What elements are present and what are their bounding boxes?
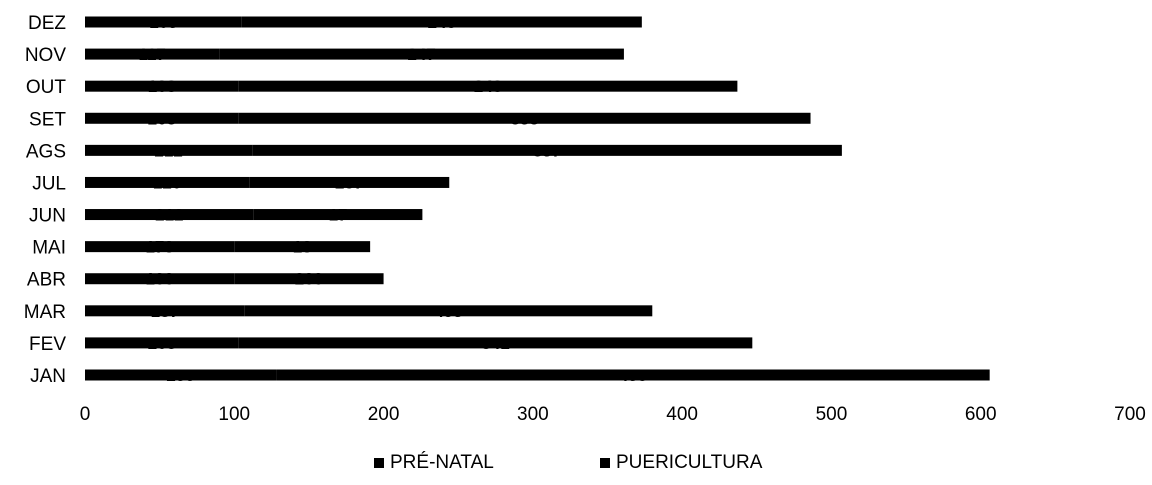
data-label-puericultura-jul: 237 [335, 173, 363, 192]
bar-puericultura-jun [253, 209, 423, 221]
bar-pr-natal-set [85, 112, 239, 124]
bar-puericultura-set [238, 112, 811, 124]
bar-pr-natal-abr [85, 273, 235, 285]
bar-puericultura-nov [219, 48, 624, 60]
x-tick-label-300: 300 [517, 404, 549, 425]
bar-puericultura-out [238, 80, 738, 92]
data-label-pr-natal-abr: 100 [145, 270, 173, 289]
legend-label-puericultura: PUERICULTURA [616, 452, 763, 473]
category-label-mai: MAI [32, 238, 66, 259]
bar-pr-natal-jul [85, 176, 250, 188]
legend: PRÉ-NATAL PUERICULTURA [374, 452, 763, 473]
data-label-puericultura-mai: 18 [293, 238, 312, 257]
bar-puericultura-ags [252, 144, 842, 156]
bar-puericultura-jul [249, 176, 450, 188]
bar-pr-natal-jan [85, 369, 277, 381]
x-tick-label-100: 100 [218, 404, 250, 425]
data-label-pr-natal-mai: 173 [145, 238, 173, 257]
bar-pr-natal-jun [85, 209, 254, 221]
data-label-puericultura-set: 353 [510, 109, 538, 128]
legend-swatch-puericultura [600, 458, 610, 468]
x-tick-label-200: 200 [368, 404, 400, 425]
bar-puericultura-abr [234, 273, 384, 285]
bar-pr-natal-mai [85, 241, 235, 253]
category-label-nov: NOV [25, 45, 67, 66]
bar-pr-natal-mar [85, 305, 245, 317]
bar-puericultura-jan [276, 369, 990, 381]
data-label-pr-natal-dez: 105 [149, 13, 177, 32]
bar-puericultura-mai [234, 241, 371, 253]
category-label-mar: MAR [24, 302, 66, 323]
category-label-jul: JUL [32, 173, 66, 194]
data-label-pr-natal-jul: 120 [153, 173, 181, 192]
data-label-pr-natal-fev: 203 [148, 334, 176, 353]
data-label-puericultura-abr: 200 [295, 270, 323, 289]
legend-label-pre-natal: PRÉ-NATAL [390, 452, 494, 473]
category-label-jun: JUN [29, 206, 66, 227]
data-label-pr-natal-jun: 212 [155, 206, 183, 225]
data-label-pr-natal-set: 203 [148, 109, 176, 128]
category-label-out: OUT [26, 77, 67, 98]
legend-swatch-pre-natal [374, 458, 384, 468]
category-label-ags: AGS [26, 141, 66, 162]
data-label-puericultura-out: 243 [474, 77, 502, 96]
x-tick-label-600: 600 [965, 404, 997, 425]
bar-pr-natal-out [85, 80, 239, 92]
data-label-pr-natal-mar: 137 [151, 302, 179, 321]
category-label-jan: JAN [30, 366, 66, 387]
x-tick-label-500: 500 [816, 404, 848, 425]
category-label-abr: ABR [27, 270, 66, 291]
category-label-fev: FEV [29, 334, 66, 355]
data-label-pr-natal-ags: 212 [154, 141, 182, 160]
data-label-puericultura-jun: 17 [329, 206, 348, 225]
x-tick-label-0: 0 [80, 404, 91, 425]
bar-pr-natal-nov [85, 48, 220, 60]
data-labels: 253 453 203 341 137 495 100 200 173 18 212 17 120 237… [138, 13, 647, 385]
data-label-puericultura-jan: 453 [619, 366, 647, 385]
data-label-puericultura-fev: 341 [481, 334, 509, 353]
bar-puericultura-dez [241, 16, 642, 28]
category-label-dez: DEZ [28, 13, 66, 34]
data-label-pr-natal-out: 108 [148, 77, 176, 96]
category-label-set: SET [29, 109, 66, 130]
data-label-pr-natal-jan: 253 [166, 366, 194, 385]
bar-pr-natal-ags [85, 144, 253, 156]
bars [85, 16, 990, 381]
bar-pr-natal-dez [85, 16, 242, 28]
data-label-puericultura-nov: 247 [407, 45, 435, 64]
x-tick-label-700: 700 [1114, 404, 1146, 425]
data-label-puericultura-ags: 357 [533, 141, 561, 160]
x-tick-label-400: 400 [666, 404, 698, 425]
category-labels: JAN FEV MAR ABR MAI JUN JUL AGS SET OUT NOV DEZ [24, 13, 67, 387]
data-label-puericultura-mar: 495 [434, 302, 462, 321]
bar-puericultura-fev [238, 337, 753, 349]
data-label-pr-natal-nov: 117 [138, 45, 165, 64]
data-label-puericultura-dez: 243 [428, 13, 456, 32]
bar-pr-natal-fev [85, 337, 239, 349]
x-axis-tick-labels: 0 100 200 300 400 500 600 700 [80, 404, 1146, 425]
bar-puericultura-mar [244, 305, 653, 317]
